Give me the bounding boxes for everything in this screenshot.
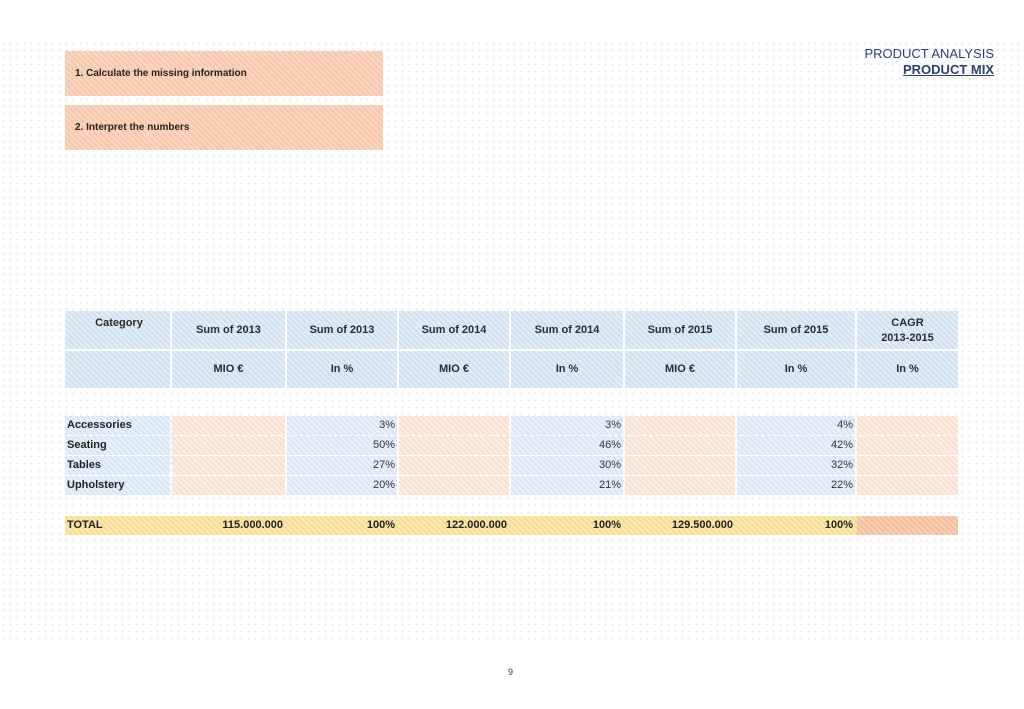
cagr-cell[interactable] — [857, 456, 958, 475]
mio-2015-cell[interactable] — [625, 416, 735, 435]
pct-2014-cell: 30% — [511, 456, 623, 475]
cagr-cell[interactable] — [857, 416, 958, 435]
total-pct-2013: 100% — [366, 519, 395, 531]
header-sum-2014-pct: Sum of 2014 — [534, 324, 600, 336]
table-row: Tables 27% 30% 32% — [65, 456, 958, 475]
table-row: Seating 50% 46% 42% — [65, 436, 958, 455]
category-cell: Upholstery — [65, 476, 170, 495]
column-divider — [170, 311, 172, 388]
total-pct-2014: 100% — [592, 519, 621, 531]
pct-2015-cell: 22% — [737, 476, 855, 495]
total-mio-2014: 122.000.000 — [445, 519, 507, 531]
mio-2013-cell[interactable] — [172, 456, 285, 475]
unit-2013-pct: In % — [330, 363, 354, 375]
column-divider — [285, 311, 287, 388]
pct-2015-cell: 42% — [737, 436, 855, 455]
category-cell: Accessories — [65, 416, 170, 435]
header-sum-2014-mio: Sum of 2014 — [421, 324, 487, 336]
mio-2015-cell[interactable] — [625, 436, 735, 455]
pct-2015-cell: 4% — [737, 416, 855, 435]
header-category: Category — [95, 317, 143, 329]
header-cagr: CAGR — [891, 317, 924, 329]
header-sum-2015-mio: Sum of 2015 — [647, 324, 713, 336]
pct-2013-cell: 3% — [287, 416, 397, 435]
column-divider — [397, 311, 399, 388]
unit-2014-pct: In % — [555, 363, 579, 375]
total-cagr-cell[interactable] — [857, 516, 958, 535]
mio-2014-cell[interactable] — [399, 436, 509, 455]
mio-2014-cell[interactable] — [399, 456, 509, 475]
unit-2015-pct: In % — [784, 363, 808, 375]
page-subtitle: PRODUCT MIX — [903, 62, 994, 77]
pct-2014-cell: 46% — [511, 436, 623, 455]
header-cagr-period: 2013-2015 — [881, 332, 934, 344]
category-cell: Seating — [65, 436, 170, 455]
header-sum-2013-pct: Sum of 2013 — [309, 324, 375, 336]
column-divider — [623, 311, 625, 388]
total-mio-2013: 115.000.000 — [222, 519, 283, 531]
unit-cagr: In % — [896, 363, 919, 375]
mio-2013-cell[interactable] — [172, 476, 285, 495]
page-title: PRODUCT ANALYSIS — [864, 46, 994, 61]
mio-2013-cell[interactable] — [172, 436, 285, 455]
cagr-cell[interactable] — [857, 436, 958, 455]
pct-2013-cell: 50% — [287, 436, 397, 455]
unit-2013-mio: MIO € — [213, 363, 244, 375]
unit-2014-mio: MIO € — [439, 363, 469, 375]
total-pct-2015: 100% — [824, 519, 853, 531]
table-header-row — [65, 311, 958, 349]
header-sum-2013-mio: Sum of 2013 — [196, 324, 261, 336]
mio-2014-cell[interactable] — [399, 416, 509, 435]
pct-2013-cell: 20% — [287, 476, 397, 495]
column-divider — [735, 311, 737, 388]
mio-2013-cell[interactable] — [172, 416, 285, 435]
cagr-cell[interactable] — [857, 476, 958, 495]
unit-2015-mio: MIO € — [665, 363, 695, 375]
category-cell: Tables — [65, 456, 170, 475]
table-unit-row — [65, 351, 958, 388]
task-2-box: 2. Interpret the numbers — [65, 105, 383, 150]
total-label: TOTAL — [67, 519, 103, 531]
page-number: 9 — [508, 667, 514, 677]
pct-2014-cell: 3% — [511, 416, 623, 435]
column-divider — [509, 311, 511, 388]
mio-2015-cell[interactable] — [625, 456, 735, 475]
pct-2014-cell: 21% — [511, 476, 623, 495]
table-row: Accessories 3% 3% 4% — [65, 416, 958, 435]
total-row: TOTAL 115.000.000 100% 122.000.000 100% … — [65, 516, 958, 535]
mio-2014-cell[interactable] — [399, 476, 509, 495]
column-divider — [855, 311, 857, 388]
mio-2015-cell[interactable] — [625, 476, 735, 495]
pct-2013-cell: 27% — [287, 456, 397, 475]
task-1-label: 1. Calculate the missing information — [75, 68, 247, 79]
task-2-label: 2. Interpret the numbers — [75, 122, 190, 133]
task-1-box: 1. Calculate the missing information — [65, 51, 383, 96]
page-header: PRODUCT ANALYSIS PRODUCT MIX — [864, 46, 994, 77]
header-sum-2015-pct: Sum of 2015 — [763, 324, 829, 336]
table-row: Upholstery 20% 21% 22% — [65, 476, 958, 495]
total-mio-2015: 129.500.000 — [671, 519, 733, 531]
pct-2015-cell: 32% — [737, 456, 855, 475]
